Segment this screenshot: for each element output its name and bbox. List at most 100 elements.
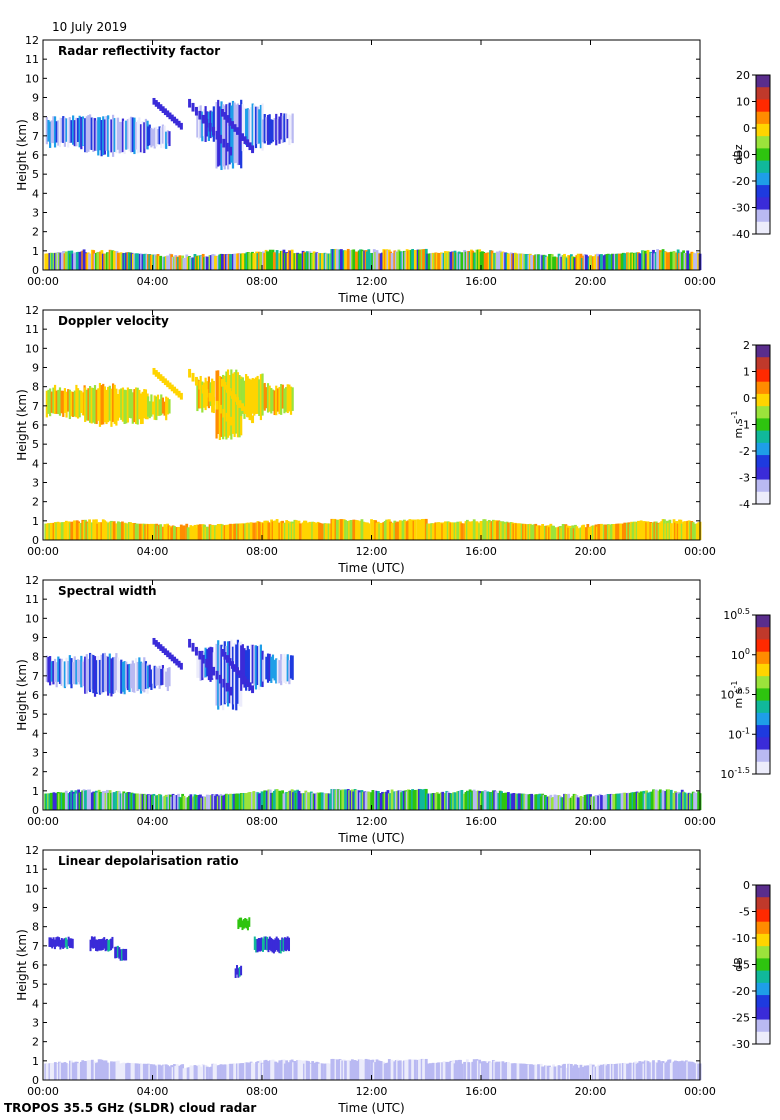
upper-cloud-streak xyxy=(238,130,242,138)
depol-patch xyxy=(96,939,99,952)
depol-patch xyxy=(242,919,245,929)
upper-cloud-column xyxy=(233,372,236,438)
upper-cloud-column xyxy=(80,116,83,150)
upper-cloud-column xyxy=(275,658,278,684)
boundary-layer-column xyxy=(390,252,394,270)
upper-cloud-column xyxy=(100,385,103,425)
upper-cloud-column xyxy=(291,655,294,680)
colorbar-swatch xyxy=(756,442,770,456)
upper-cloud-streak xyxy=(229,146,233,156)
upper-cloud-column xyxy=(211,647,214,680)
upper-cloud-column xyxy=(97,117,100,156)
boundary-layer-column xyxy=(320,1063,324,1080)
upper-cloud-column xyxy=(45,390,48,418)
upper-cloud-column xyxy=(249,644,253,691)
boundary-layer-column xyxy=(530,1064,534,1080)
upper-cloud-column xyxy=(291,387,294,411)
colorbar-swatch xyxy=(756,381,770,395)
depol-patch xyxy=(285,937,288,952)
boundary-layer-column xyxy=(298,523,302,540)
upper-cloud-column xyxy=(148,664,151,688)
upper-cloud-column xyxy=(78,659,81,685)
upper-cloud-column xyxy=(134,122,138,150)
boundary-layer-column xyxy=(600,254,603,270)
upper-cloud-column xyxy=(253,378,256,416)
upper-cloud-column xyxy=(276,659,279,684)
y-tick-label: 10 xyxy=(25,612,39,625)
upper-cloud-streak xyxy=(212,126,216,136)
upper-cloud-streak xyxy=(205,118,209,128)
boundary-layer-column xyxy=(112,792,116,810)
upper-cloud-column xyxy=(98,117,102,151)
depol-patch xyxy=(286,936,289,950)
upper-cloud-column xyxy=(105,389,108,425)
upper-cloud-column xyxy=(95,120,98,151)
upper-cloud-column xyxy=(85,389,88,421)
upper-cloud-column xyxy=(196,378,199,412)
boundary-layer-column xyxy=(600,1064,603,1080)
upper-cloud-streak xyxy=(157,372,161,379)
upper-cloud-streak xyxy=(175,658,179,666)
y-tick-label: 4 xyxy=(32,727,39,740)
boundary-layer-column xyxy=(159,524,163,540)
upper-cloud-streak xyxy=(159,374,163,381)
upper-cloud-column xyxy=(144,661,148,690)
upper-cloud-column xyxy=(90,654,93,690)
upper-cloud-column xyxy=(271,389,275,412)
boundary-layer-column xyxy=(507,522,510,540)
depol-patch xyxy=(92,937,95,949)
depol-patch xyxy=(275,936,278,950)
colorbar-swatch xyxy=(756,958,770,972)
y-tick-label: 12 xyxy=(25,844,39,857)
colorbar-tick-label: 10-0.5 xyxy=(720,687,750,702)
boundary-layer-column xyxy=(275,250,279,270)
boundary-layer-column xyxy=(669,523,673,540)
upper-cloud-streak xyxy=(163,108,167,116)
upper-cloud-column xyxy=(240,645,243,691)
upper-cloud-column xyxy=(243,380,246,419)
upper-cloud-streak xyxy=(166,110,170,118)
colorbar-unit: m s-1 xyxy=(730,411,745,439)
colorbar-swatch xyxy=(756,995,770,1008)
panel-title: Linear depolarisation ratio xyxy=(58,854,239,868)
boundary-layer-column xyxy=(205,1066,209,1080)
upper-cloud-column xyxy=(78,115,81,148)
depol-patch xyxy=(118,947,121,959)
upper-cloud-column xyxy=(245,650,248,691)
boundary-layer-column xyxy=(413,789,417,810)
upper-cloud-column xyxy=(223,641,226,705)
depol-patch xyxy=(107,940,110,952)
upper-cloud-column xyxy=(90,387,93,424)
depol-patch xyxy=(277,938,280,952)
boundary-layer-column xyxy=(413,250,417,270)
upper-cloud-column xyxy=(81,392,85,416)
upper-cloud-column xyxy=(115,653,118,691)
upper-cloud-column xyxy=(62,116,65,143)
upper-cloud-column xyxy=(60,117,63,143)
boundary-layer-column xyxy=(159,1065,163,1080)
upper-cloud-column xyxy=(251,377,254,414)
y-tick-label: 7 xyxy=(32,940,39,953)
upper-cloud-column xyxy=(201,111,204,142)
upper-cloud-column xyxy=(258,379,261,416)
colorbar-tick-label: 10-1 xyxy=(728,726,750,741)
colorbar-swatch xyxy=(756,651,770,665)
upper-cloud-streak xyxy=(251,685,255,694)
upper-cloud-streak xyxy=(198,380,202,390)
upper-cloud-column xyxy=(63,661,67,689)
upper-cloud-column xyxy=(52,387,55,414)
upper-cloud-column xyxy=(102,116,105,156)
depol-patch xyxy=(110,938,113,951)
colorbar-tick-label: -30 xyxy=(732,1038,750,1051)
boundary-layer-column xyxy=(507,253,510,270)
upper-cloud-column xyxy=(156,394,160,416)
upper-cloud-column xyxy=(70,120,73,143)
upper-cloud-column xyxy=(288,384,291,412)
boundary-layer-column xyxy=(320,253,324,270)
boundary-layer-column xyxy=(229,793,232,810)
upper-cloud-column xyxy=(271,654,275,679)
upper-cloud-column xyxy=(263,654,266,680)
colorbar-swatch xyxy=(756,455,770,468)
upper-cloud-column xyxy=(268,114,271,145)
upper-cloud-column xyxy=(70,391,73,417)
